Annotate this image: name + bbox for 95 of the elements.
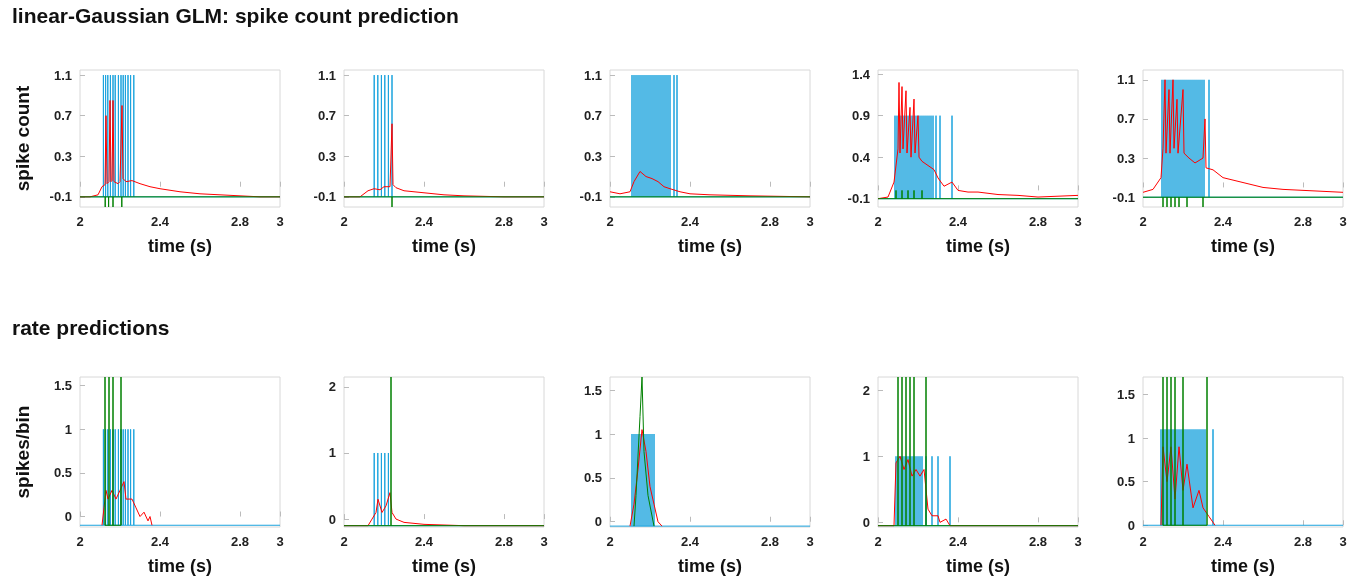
x-axis-title: time (s) <box>1210 556 1276 576</box>
x-tick-label: 2 <box>874 534 882 549</box>
y-tick-label: 1 <box>862 448 870 464</box>
x-tick-label: 2.8 <box>494 534 514 549</box>
x-axis-title: time (s) <box>945 556 1011 576</box>
x-tick-label: 2 <box>340 214 348 229</box>
x-tick-label: 3 <box>1339 214 1347 229</box>
x-tick-label: 2.4 <box>1213 214 1233 229</box>
y-tick-label: 2 <box>328 379 336 395</box>
x-tick-label: 3 <box>540 534 548 549</box>
x-tick-label: 3 <box>540 214 548 229</box>
x-tick-label: 3 <box>1074 534 1082 549</box>
x-tick-label: 2 <box>340 534 348 549</box>
y-tick-label: 0.7 <box>53 108 72 124</box>
y-tick-label: 1.4 <box>851 66 871 82</box>
x-tick-label: 2 <box>76 214 84 229</box>
x-tick-label: 2.4 <box>680 214 700 229</box>
y-tick-label: 0.4 <box>851 149 871 165</box>
y-tick-label: 1.1 <box>1116 72 1135 88</box>
x-tick-label: 2.4 <box>680 534 700 549</box>
x-tick-label: 3 <box>276 214 284 229</box>
x-tick-label: 3 <box>806 534 814 549</box>
y-tick-label: -0.1 <box>49 189 72 205</box>
x-tick-label: 3 <box>1339 534 1347 549</box>
y-axis-title: spikes/bin <box>12 405 33 499</box>
x-tick-label: 2.8 <box>1028 534 1048 549</box>
y-tick-label: 0 <box>594 514 602 530</box>
x-tick-label: 2.8 <box>494 214 514 229</box>
line-series <box>629 429 663 527</box>
y-tick-label: -0.1 <box>847 191 870 207</box>
y-tick-label: 0 <box>862 514 870 530</box>
x-tick-label: 2 <box>76 534 84 549</box>
line-series <box>633 376 655 527</box>
y-tick-label: 0.3 <box>583 148 602 164</box>
y-tick-label: 1.1 <box>317 67 336 83</box>
y-tick-label: 0.7 <box>317 108 336 124</box>
x-tick-label: 3 <box>806 214 814 229</box>
x-tick-label: 2 <box>874 214 882 229</box>
x-tick-label: 3 <box>276 534 284 549</box>
y-tick-label: 2 <box>862 382 870 398</box>
y-tick-label: 1.5 <box>53 378 72 394</box>
x-tick-label: 2.4 <box>150 214 170 229</box>
y-tick-label: 0 <box>64 509 72 525</box>
x-tick-label: 2 <box>606 534 614 549</box>
x-tick-label: 2.8 <box>760 214 780 229</box>
x-axis-title: time (s) <box>147 556 213 576</box>
x-axis-title: time (s) <box>945 236 1011 256</box>
y-tick-label: 0.7 <box>1116 111 1135 127</box>
y-tick-label: 1 <box>328 445 336 461</box>
y-tick-label: 1 <box>64 421 72 437</box>
y-tick-label: 1.1 <box>53 67 72 83</box>
x-tick-label: 2 <box>1139 534 1147 549</box>
y-tick-label: 0.3 <box>53 148 72 164</box>
y-tick-label: 0.9 <box>851 108 870 124</box>
x-tick-label: 2.4 <box>948 534 968 549</box>
x-tick-label: 2 <box>1139 214 1147 229</box>
y-tick-label: 1.5 <box>1116 386 1135 402</box>
x-tick-label: 2.8 <box>760 534 780 549</box>
x-axis-title: time (s) <box>147 236 213 256</box>
x-axis-title: time (s) <box>1210 236 1276 256</box>
y-tick-label: 0.7 <box>583 108 602 124</box>
y-tick-label: 0 <box>328 511 336 527</box>
x-axis-title: time (s) <box>411 236 477 256</box>
y-tick-label: 0.5 <box>53 465 72 481</box>
x-tick-label: 2.4 <box>1213 534 1233 549</box>
x-tick-label: 3 <box>1074 214 1082 229</box>
chart-title: rate predictions <box>12 316 170 340</box>
y-tick-label: 0 <box>1127 517 1135 533</box>
y-tick-label: -0.1 <box>579 189 602 205</box>
x-tick-label: 2.8 <box>1293 534 1313 549</box>
y-tick-label: 0.3 <box>1116 150 1135 166</box>
x-tick-label: 2.4 <box>414 214 434 229</box>
x-tick-label: 2.4 <box>414 534 434 549</box>
y-tick-label: 1 <box>594 426 602 442</box>
y-tick-label: 1.1 <box>583 67 602 83</box>
y-tick-label: 0.3 <box>317 148 336 164</box>
x-tick-label: 2.8 <box>1293 214 1313 229</box>
y-axis-title: spike count <box>12 85 33 192</box>
y-tick-label: 0.5 <box>1116 474 1135 490</box>
y-tick-label: -0.1 <box>1112 189 1135 205</box>
y-tick-label: 1 <box>1127 430 1135 446</box>
y-tick-label: 1.5 <box>583 382 602 398</box>
line-series <box>101 481 153 526</box>
x-axis-title: time (s) <box>677 236 743 256</box>
x-axis-title: time (s) <box>411 556 477 576</box>
y-tick-label: -0.1 <box>313 189 336 205</box>
x-tick-label: 2.4 <box>948 214 968 229</box>
x-axis-title: time (s) <box>677 556 743 576</box>
x-tick-label: 2.4 <box>150 534 170 549</box>
chart-title: linear-Gaussian GLM: spike count prediction <box>12 4 459 28</box>
x-tick-label: 2.8 <box>230 534 250 549</box>
x-tick-label: 2 <box>606 214 614 229</box>
x-tick-label: 2.8 <box>230 214 250 229</box>
x-tick-label: 2.8 <box>1028 214 1048 229</box>
y-tick-label: 0.5 <box>583 470 602 486</box>
